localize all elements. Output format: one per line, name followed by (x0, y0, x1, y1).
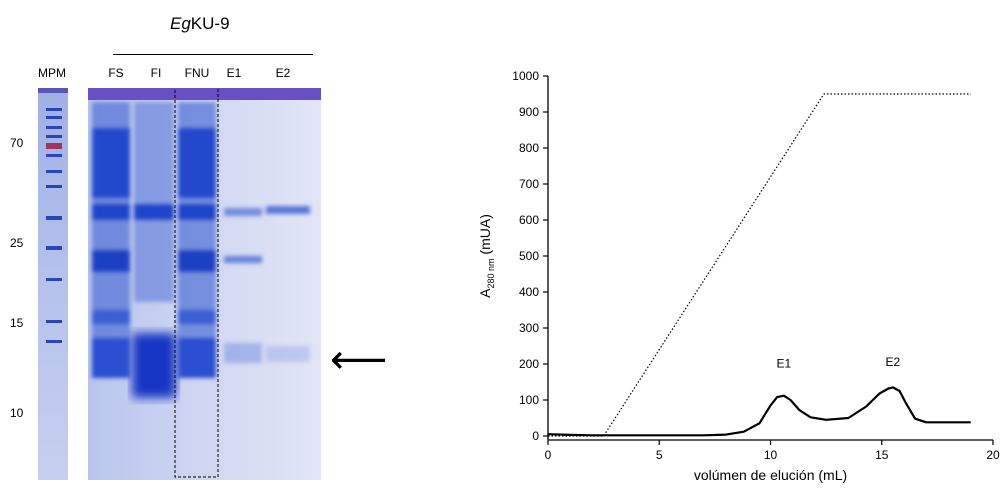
y-axis-label: A280 nm (mUA) (477, 214, 496, 298)
y-tick-label: 600 (519, 213, 539, 227)
mw-marker-10: 10 (10, 406, 24, 420)
lane-label-e1: E1 (226, 66, 242, 80)
arrow-icon: ⟵ (330, 338, 388, 382)
y-tick-label: 500 (519, 249, 539, 263)
lane-label-mpm: MPM (38, 66, 66, 80)
mw-marker-70: 70 (10, 136, 24, 150)
y-tick-label: 800 (519, 141, 539, 155)
lane-label-fi: FI (150, 66, 162, 80)
gel-title: EgKU-9 (170, 14, 230, 34)
x-axis-label: volúmen de elución (mL) (694, 467, 847, 483)
marker-lane-image (38, 88, 68, 480)
chart-axes: 0 100 200 300 400 500 600 700 800 900 1000 0 5 10 15 20 (512, 69, 1000, 462)
lane-label-fnu: FNU (184, 66, 210, 80)
y-tick-label: 200 (519, 357, 539, 371)
y-tick-label: 0 (532, 429, 539, 443)
gel-title-rest: KU-9 (190, 14, 230, 33)
lane-bracket (113, 54, 313, 55)
mw-marker-25: 25 (10, 236, 24, 250)
peak-label: E2 (886, 355, 901, 369)
lane-label-e2: E2 (275, 66, 291, 80)
y-tick-label: 100 (519, 393, 539, 407)
gel-title-italic: Eg (170, 14, 191, 33)
y-tick-label: 400 (519, 285, 539, 299)
x-tick-label: 20 (986, 448, 1000, 462)
y-tick-label: 700 (519, 177, 539, 191)
chart-series (547, 93, 971, 437)
mw-marker-15: 15 (10, 316, 24, 330)
x-tick-label: 15 (875, 448, 889, 462)
x-tick-label: 0 (545, 448, 552, 462)
absorbance-line (547, 386, 971, 437)
elution-chart: 0 100 200 300 400 500 600 700 800 900 1000 0 5 10 15 20… (477, 69, 1000, 483)
y-tick-label: 900 (519, 105, 539, 119)
lane-label-fs: FS (108, 66, 124, 80)
peak-label: E1 (777, 357, 792, 371)
gel-image (88, 88, 321, 480)
chart-labels: volúmen de elución (mL) A280 nm (mUA) E1 E2 (477, 214, 901, 483)
y-tick-label: 1000 (512, 69, 539, 83)
gradient-line (548, 93, 971, 437)
x-tick-label: 10 (764, 448, 778, 462)
x-tick-label: 5 (656, 448, 663, 462)
y-tick-label: 300 (519, 321, 539, 335)
